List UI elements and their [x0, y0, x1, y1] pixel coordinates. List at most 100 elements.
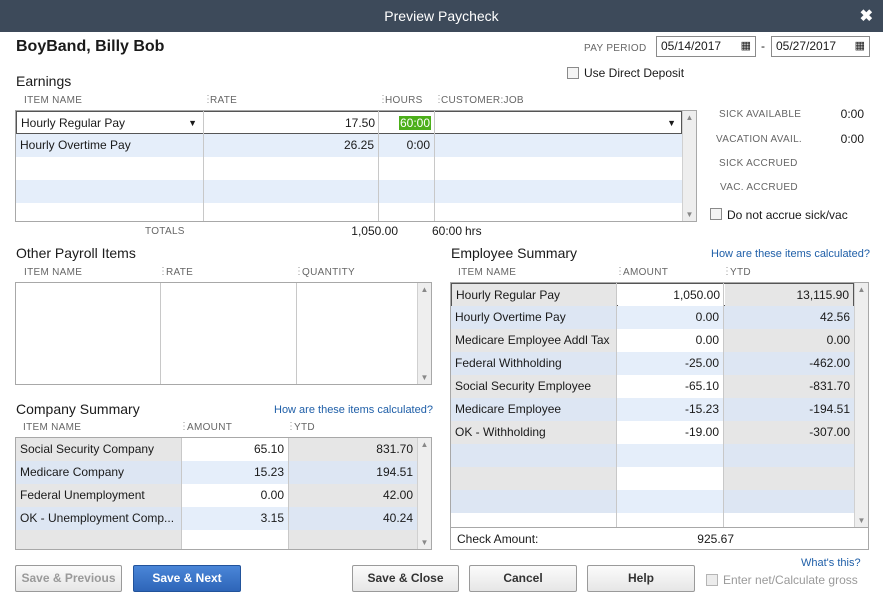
other-payroll-scrollbar[interactable]: ▲ ▼	[417, 283, 431, 384]
table-row: Medicare Employee -15.23 -194.51	[451, 398, 854, 421]
calendar-icon[interactable]: ▦	[740, 40, 751, 52]
earnings-rate-cell[interactable]: 26.25	[343, 138, 374, 152]
employee-summary-scrollbar[interactable]: ▲ ▼	[854, 283, 868, 527]
whats-this-link[interactable]: What's this?	[801, 557, 861, 569]
do-not-accrue-checkbox[interactable]	[710, 208, 722, 220]
scroll-up-icon[interactable]: ▲	[420, 440, 429, 449]
table-row[interactable]	[16, 203, 682, 221]
close-icon[interactable]: ✖	[859, 8, 873, 25]
enter-net-checkbox[interactable]	[706, 574, 718, 586]
employee-item-cell: Hourly Regular Pay	[452, 284, 617, 307]
employee-ytd-cell: 42.56	[724, 306, 854, 329]
col-divider: ⋮	[179, 421, 190, 432]
company-item-cell: Social Security Company	[16, 438, 181, 461]
scroll-down-icon[interactable]: ▼	[857, 516, 866, 525]
earnings-scrollbar[interactable]: ▲ ▼	[682, 111, 696, 221]
help-button[interactable]: Help	[587, 565, 695, 592]
table-row: Medicare Employee Addl Tax 0.00 0.00	[451, 329, 854, 352]
table-row	[451, 444, 854, 467]
pay-period-start-field[interactable]: 05/14/2017 ▦	[656, 36, 756, 57]
employee-calc-link[interactable]: How are these items calculated?	[711, 248, 870, 260]
enter-net-label: Enter net/Calculate gross	[723, 573, 858, 587]
earnings-item-cell[interactable]: Hourly Overtime Pay	[20, 138, 131, 152]
direct-deposit-checkbox[interactable]	[567, 67, 579, 79]
table-row: Medicare Company 15.23 194.51	[16, 461, 417, 484]
company-amount-cell: 0.00	[182, 484, 288, 507]
col-divider: ⋮	[203, 94, 214, 105]
employee-col-ytd: YTD	[730, 267, 751, 278]
col-divider	[288, 438, 289, 549]
company-summary-title: Company Summary	[16, 401, 140, 417]
save-next-button[interactable]: Save & Next	[133, 565, 241, 592]
earnings-item-cell[interactable]: Hourly Regular Pay ▼	[17, 112, 203, 135]
check-amount-label: Check Amount:	[457, 532, 539, 546]
employee-ytd-cell	[724, 467, 854, 490]
table-row	[451, 467, 854, 490]
calendar-icon[interactable]: ▦	[854, 40, 865, 52]
table-row[interactable]	[16, 180, 682, 203]
employee-summary-table: Hourly Regular Pay 1,050.00 13,115.90 Ho…	[450, 282, 869, 528]
dropdown-arrow-icon[interactable]: ▼	[667, 118, 676, 128]
table-row[interactable]: Hourly Overtime Pay 26.25 0:00	[16, 134, 682, 157]
col-divider: ⋮	[294, 266, 305, 277]
scroll-up-icon[interactable]: ▲	[857, 285, 866, 294]
direct-deposit-label: Use Direct Deposit	[584, 66, 685, 80]
vacation-avail-label: VACATION AVAIL.	[716, 134, 803, 145]
employee-amount-cell: 1,050.00	[618, 284, 724, 307]
company-item-cell: Federal Unemployment	[16, 484, 181, 507]
table-row: OK - Unemployment Comp... 3.15 40.24	[16, 507, 417, 530]
employee-ytd-cell	[724, 490, 854, 513]
vacation-avail-value: 0:00	[840, 132, 864, 146]
table-row: Federal Unemployment 0.00 42.00	[16, 484, 417, 507]
scroll-down-icon[interactable]: ▼	[420, 373, 429, 382]
check-amount-value: 925.67	[697, 532, 734, 546]
scroll-up-icon[interactable]: ▲	[685, 113, 694, 122]
pay-period-dash: -	[761, 39, 765, 53]
save-close-button[interactable]: Save & Close	[352, 565, 459, 592]
pay-period-end-field[interactable]: 05/27/2017 ▦	[771, 36, 870, 57]
table-row[interactable]: Hourly Regular Pay ▼ 17.50 60:00 ▼	[16, 111, 682, 134]
scroll-down-icon[interactable]: ▼	[420, 538, 429, 547]
scroll-down-icon[interactable]: ▼	[685, 210, 694, 219]
earnings-totals-amount: 1,050.00	[351, 224, 398, 238]
col-divider: ⋮	[434, 94, 445, 105]
save-previous-button[interactable]: Save & Previous	[15, 565, 122, 592]
other-col-item: ITEM NAME	[24, 267, 83, 278]
company-col-item: ITEM NAME	[23, 422, 82, 433]
company-amount-cell: 65.10	[182, 438, 288, 461]
company-summary-table: Social Security Company 65.10 831.70 Med…	[15, 437, 432, 550]
table-row[interactable]	[16, 157, 682, 180]
earnings-job-cell[interactable]	[435, 134, 681, 157]
col-divider: ⋮	[158, 266, 169, 277]
col-divider: ⋮	[615, 266, 626, 277]
earnings-item-value: Hourly Regular Pay	[21, 116, 126, 130]
employee-amount-cell	[617, 490, 723, 513]
company-summary-scrollbar[interactable]: ▲ ▼	[417, 438, 431, 549]
col-divider	[434, 111, 435, 221]
earnings-hours-cell[interactable]: 0:00	[406, 138, 430, 152]
scroll-up-icon[interactable]: ▲	[420, 285, 429, 294]
earnings-rate-cell[interactable]: 17.50	[344, 116, 375, 130]
table-row: Hourly Regular Pay 1,050.00 13,115.90	[451, 283, 854, 307]
employee-ytd-cell: 13,115.90	[725, 284, 853, 307]
col-divider	[181, 438, 182, 549]
employee-amount-cell	[617, 444, 723, 467]
earnings-totals-hours: 60:00	[431, 224, 462, 238]
earnings-hours-cell[interactable]: 60:00	[380, 112, 435, 135]
company-calc-link[interactable]: How are these items calculated?	[274, 404, 433, 416]
dropdown-arrow-icon[interactable]: ▼	[188, 118, 197, 128]
sick-available-value: 0:00	[840, 107, 864, 121]
window-title: Preview Paycheck	[384, 8, 499, 24]
table-row: OK - Withholding -19.00 -307.00	[451, 421, 854, 444]
employee-ytd-cell: -194.51	[724, 398, 854, 421]
col-divider	[296, 283, 297, 384]
col-divider: ⋮	[286, 421, 297, 432]
earnings-table: Hourly Regular Pay ▼ 17.50 60:00 ▼ Hourl…	[15, 110, 697, 222]
earnings-col-item: ITEM NAME	[24, 95, 83, 106]
table-row: Hourly Overtime Pay 0.00 42.56	[451, 306, 854, 329]
employee-amount-cell: 0.00	[617, 329, 723, 352]
earnings-job-cell[interactable]: ▼	[436, 112, 682, 135]
cancel-button[interactable]: Cancel	[469, 565, 577, 592]
company-amount-cell: 15.23	[182, 461, 288, 484]
check-amount-row: Check Amount: 925.67	[450, 528, 869, 550]
